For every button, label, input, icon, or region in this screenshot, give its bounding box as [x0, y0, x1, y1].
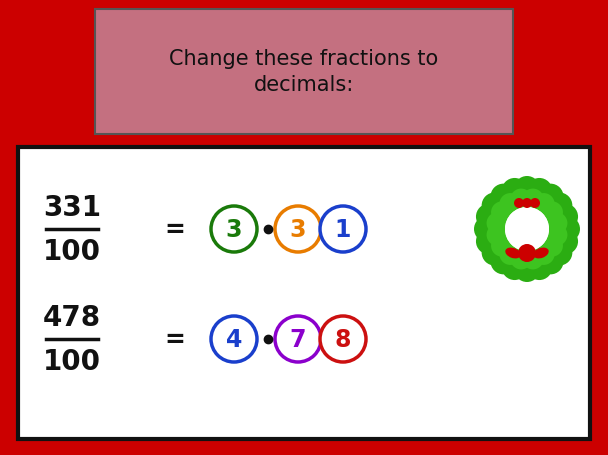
Circle shape	[533, 243, 554, 265]
Circle shape	[510, 189, 532, 211]
Circle shape	[320, 207, 366, 253]
Circle shape	[275, 207, 321, 253]
Text: 478: 478	[43, 303, 101, 331]
Circle shape	[530, 198, 540, 208]
Text: 3: 3	[226, 217, 242, 242]
Circle shape	[482, 193, 508, 219]
Text: 331: 331	[43, 193, 101, 222]
Circle shape	[505, 207, 549, 252]
Ellipse shape	[533, 248, 548, 259]
Circle shape	[514, 257, 540, 283]
Circle shape	[541, 202, 563, 224]
Text: =: =	[165, 327, 185, 351]
Text: 100: 100	[43, 347, 101, 375]
Circle shape	[320, 316, 366, 362]
Circle shape	[514, 177, 540, 202]
Circle shape	[499, 194, 521, 216]
Circle shape	[514, 198, 524, 208]
Circle shape	[545, 224, 567, 246]
Circle shape	[527, 254, 552, 280]
Circle shape	[541, 235, 563, 257]
Circle shape	[537, 184, 564, 210]
FancyBboxPatch shape	[18, 148, 590, 439]
Circle shape	[499, 243, 521, 265]
Text: 8: 8	[335, 327, 351, 351]
Circle shape	[527, 178, 552, 204]
Circle shape	[547, 193, 572, 219]
Circle shape	[491, 249, 516, 275]
Circle shape	[476, 229, 502, 255]
Text: 3: 3	[290, 217, 306, 242]
Circle shape	[486, 212, 508, 235]
Text: 4: 4	[226, 327, 242, 351]
Text: =: =	[165, 217, 185, 242]
Circle shape	[537, 249, 564, 275]
Circle shape	[552, 204, 578, 230]
FancyBboxPatch shape	[95, 10, 513, 135]
Circle shape	[533, 194, 554, 216]
Circle shape	[554, 217, 580, 243]
Circle shape	[491, 184, 516, 210]
Ellipse shape	[505, 248, 520, 259]
Circle shape	[518, 244, 536, 263]
Circle shape	[474, 217, 500, 243]
Circle shape	[505, 207, 549, 252]
Circle shape	[211, 207, 257, 253]
Circle shape	[491, 235, 513, 257]
Circle shape	[486, 224, 508, 246]
Circle shape	[482, 240, 508, 266]
Circle shape	[547, 240, 572, 266]
Text: 1: 1	[335, 217, 351, 242]
Circle shape	[211, 316, 257, 362]
Circle shape	[491, 202, 513, 224]
Circle shape	[522, 198, 532, 208]
Circle shape	[476, 204, 502, 230]
Circle shape	[545, 212, 567, 235]
Text: 100: 100	[43, 238, 101, 265]
Circle shape	[275, 316, 321, 362]
Circle shape	[522, 189, 544, 211]
Circle shape	[510, 248, 532, 270]
Text: 7: 7	[290, 327, 306, 351]
Circle shape	[552, 229, 578, 255]
Circle shape	[522, 248, 544, 270]
Text: Change these fractions to
decimals:: Change these fractions to decimals:	[170, 49, 438, 95]
Circle shape	[502, 254, 528, 280]
Circle shape	[502, 178, 528, 204]
Circle shape	[479, 182, 575, 278]
